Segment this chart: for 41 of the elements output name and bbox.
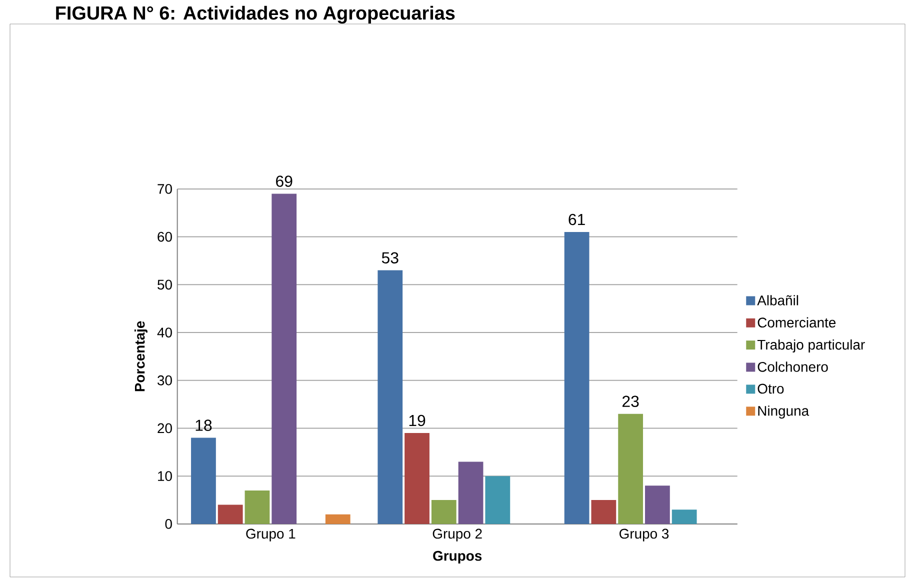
legend-label: Comerciante xyxy=(758,317,836,328)
legend-label: Ninguna xyxy=(758,406,810,419)
y-tick-label: 40 xyxy=(157,328,172,338)
y-tick-label: 70 xyxy=(158,184,172,194)
data-label: 61 xyxy=(568,214,585,226)
bar xyxy=(672,510,697,524)
x-axis-title: Grupos xyxy=(433,550,482,564)
bar xyxy=(218,504,243,524)
bar xyxy=(272,194,297,524)
y-tick-label: 0 xyxy=(165,519,172,529)
bar xyxy=(618,414,644,524)
data-label: 18 xyxy=(196,420,212,431)
legend-label: Colchonero xyxy=(758,362,828,372)
bar xyxy=(485,476,510,524)
data-label: 53 xyxy=(382,252,398,264)
bar xyxy=(325,514,350,524)
x-tick-label: Grupo 2 xyxy=(432,528,482,542)
data-label: 23 xyxy=(622,396,639,408)
bar xyxy=(591,500,616,524)
y-tick-label: 20 xyxy=(158,423,172,434)
legend-label: Albañil xyxy=(757,295,798,306)
data-label: 69 xyxy=(276,176,292,187)
chart-title: FIGURA N° 6: Actividades no Agropecuarias xyxy=(56,6,455,24)
legend-label: Otro xyxy=(758,384,784,394)
x-tick-label: Grupo 3 xyxy=(620,528,669,542)
bar xyxy=(564,232,590,524)
data-label: 19 xyxy=(409,414,426,426)
y-tick-label: 60 xyxy=(158,232,172,242)
legend-label: Trabajo particular xyxy=(757,339,865,352)
bar xyxy=(645,486,670,524)
bar xyxy=(404,433,430,524)
y-tick-label: 30 xyxy=(158,375,172,386)
bar xyxy=(244,490,270,524)
x-tick-label: Grupo 1 xyxy=(246,528,296,542)
bar xyxy=(378,270,403,524)
y-tick-label: 10 xyxy=(158,471,172,482)
y-axis-title: Porcentaje xyxy=(134,321,148,392)
y-tick-label: 50 xyxy=(158,280,172,290)
bar xyxy=(431,500,456,524)
bar xyxy=(191,438,216,524)
bar xyxy=(458,462,484,524)
